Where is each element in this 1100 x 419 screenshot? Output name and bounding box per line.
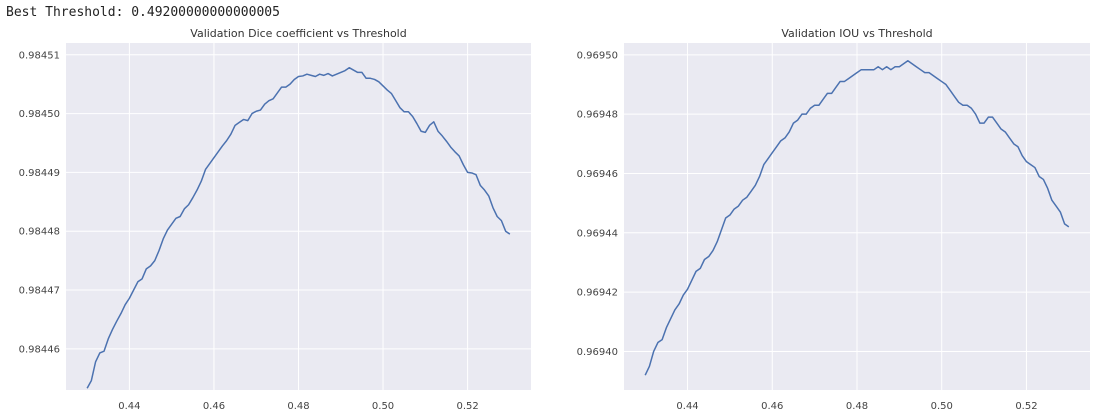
iou-x-tick-label: 0.46 bbox=[761, 401, 783, 412]
iou-y-tick-label: 0.96940 bbox=[577, 347, 618, 358]
iou-x-tick-label: 0.48 bbox=[846, 401, 868, 412]
iou-x-tick-label: 0.44 bbox=[676, 401, 698, 412]
dice-y-tick-label: 0.98449 bbox=[19, 168, 60, 179]
iou-y-tick-label: 0.96948 bbox=[577, 110, 618, 121]
iou-y-tick-label: 0.96944 bbox=[577, 228, 618, 239]
iou-y-tick-label: 0.96946 bbox=[577, 169, 618, 180]
dice-x-tick-label: 0.44 bbox=[118, 401, 140, 412]
iou-series-line bbox=[644, 60, 1070, 376]
dice-y-tick-label: 0.98446 bbox=[19, 344, 60, 355]
iou-chart-title: Validation IOU vs Threshold bbox=[781, 27, 932, 40]
dice-series-line bbox=[86, 66, 511, 389]
dice-chart-title: Validation Dice coefficient vs Threshold bbox=[190, 27, 406, 40]
dice-y-tick-label: 0.98450 bbox=[19, 109, 60, 120]
dice-x-tick-label: 0.52 bbox=[456, 401, 478, 412]
iou-x-tick-label: 0.52 bbox=[1015, 401, 1037, 412]
dice-x-tick-label: 0.50 bbox=[372, 401, 394, 412]
iou-y-tick-label: 0.96950 bbox=[577, 50, 618, 61]
dice-x-tick-label: 0.48 bbox=[287, 401, 309, 412]
dice-chart: 0.44 0.46 0.48 0.50 0.52 0.98446 0.98447 0.9844… bbox=[19, 27, 531, 412]
dice-x-tick-label: 0.46 bbox=[203, 401, 225, 412]
dice-y-tick-label: 0.98448 bbox=[19, 227, 60, 238]
iou-x-tick-label: 0.50 bbox=[931, 401, 953, 412]
iou-chart: 0.44 0.46 0.48 0.50 0.52 0.96940 0.96942 0.9694… bbox=[577, 27, 1090, 412]
dice-y-tick-label: 0.98451 bbox=[19, 50, 60, 61]
best-threshold-output: Best Threshold: 0.49200000000000005 bbox=[6, 5, 280, 20]
dice-y-tick-label: 0.98447 bbox=[19, 286, 60, 297]
iou-y-tick-label: 0.96942 bbox=[577, 288, 618, 299]
